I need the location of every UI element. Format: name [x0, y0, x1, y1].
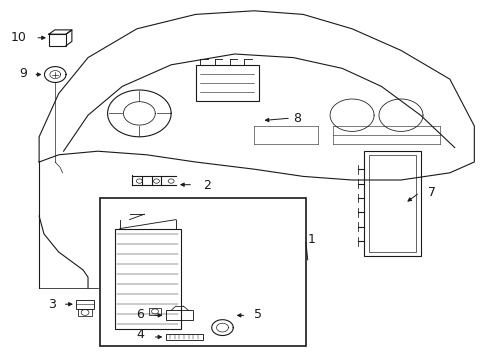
Text: 9: 9: [19, 67, 27, 80]
Text: 1: 1: [307, 233, 315, 246]
Text: 3: 3: [48, 298, 56, 311]
Bar: [149, 308, 161, 315]
Bar: [100, 198, 305, 346]
Text: 5: 5: [254, 309, 262, 321]
Bar: [166, 310, 193, 320]
Bar: [195, 65, 259, 101]
Text: 10: 10: [11, 31, 27, 44]
Text: 7: 7: [427, 186, 435, 199]
Bar: [115, 229, 181, 329]
Bar: [364, 151, 420, 256]
Text: 2: 2: [203, 179, 210, 192]
Bar: [166, 334, 203, 340]
Text: 4: 4: [136, 328, 144, 341]
Text: 8: 8: [293, 112, 301, 125]
Bar: [78, 309, 92, 316]
Bar: [368, 155, 415, 252]
Bar: [76, 300, 94, 309]
Text: 6: 6: [136, 309, 144, 321]
Bar: [49, 34, 66, 46]
